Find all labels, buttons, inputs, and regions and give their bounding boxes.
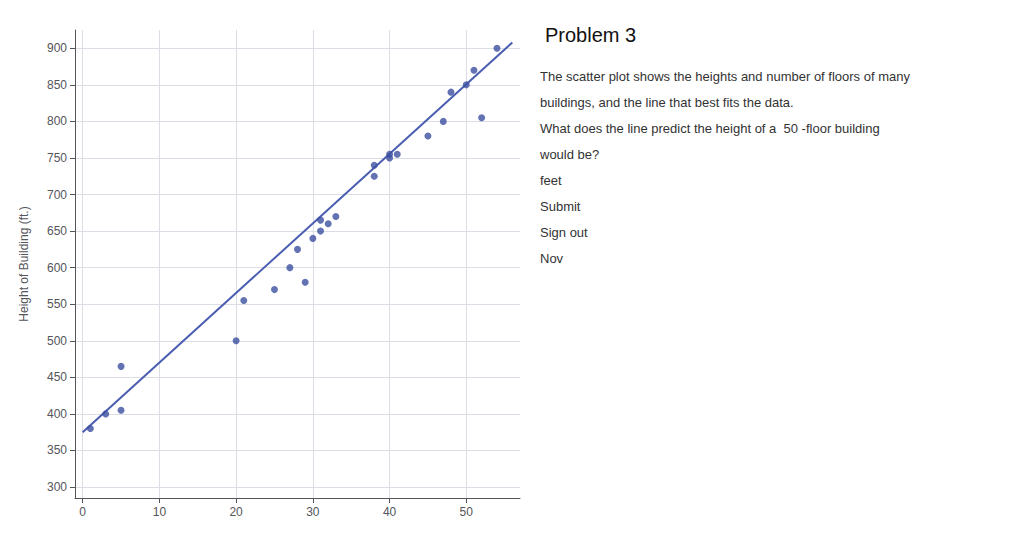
- svg-text:450: 450: [47, 370, 67, 384]
- svg-text:300: 300: [47, 480, 67, 494]
- svg-text:400: 400: [47, 407, 67, 421]
- svg-text:The scatter plot shows the hei: The scatter plot shows the heights and n…: [540, 69, 910, 84]
- svg-text:800: 800: [47, 114, 67, 128]
- svg-text:20: 20: [229, 505, 243, 519]
- svg-text:850: 850: [47, 78, 67, 92]
- svg-text:would be?: would be?: [539, 147, 599, 162]
- svg-text:Height of Building (ft.): Height of Building (ft.): [17, 206, 31, 321]
- svg-text:550: 550: [47, 297, 67, 311]
- svg-text:50: 50: [460, 505, 474, 519]
- svg-text:What does the line predict the: What does the line predict the height of…: [540, 121, 880, 136]
- svg-text:700: 700: [47, 188, 67, 202]
- svg-text:750: 750: [47, 151, 67, 165]
- svg-text:Problem 3: Problem 3: [545, 24, 636, 46]
- svg-text:500: 500: [47, 334, 67, 348]
- svg-text:buildings, and the line that b: buildings, and the line that best fits t…: [540, 95, 794, 110]
- svg-text:0: 0: [79, 505, 86, 519]
- svg-text:Nov: Nov: [540, 251, 564, 266]
- svg-text:40: 40: [383, 505, 397, 519]
- svg-text:350: 350: [47, 443, 67, 457]
- svg-text:feet: feet: [540, 173, 562, 188]
- svg-text:Sign out: Sign out: [540, 225, 588, 240]
- svg-text:650: 650: [47, 224, 67, 238]
- svg-text:600: 600: [47, 261, 67, 275]
- svg-text:10: 10: [153, 505, 167, 519]
- svg-text:900: 900: [47, 41, 67, 55]
- svg-text:Submit: Submit: [540, 199, 581, 214]
- svg-text:30: 30: [306, 505, 320, 519]
